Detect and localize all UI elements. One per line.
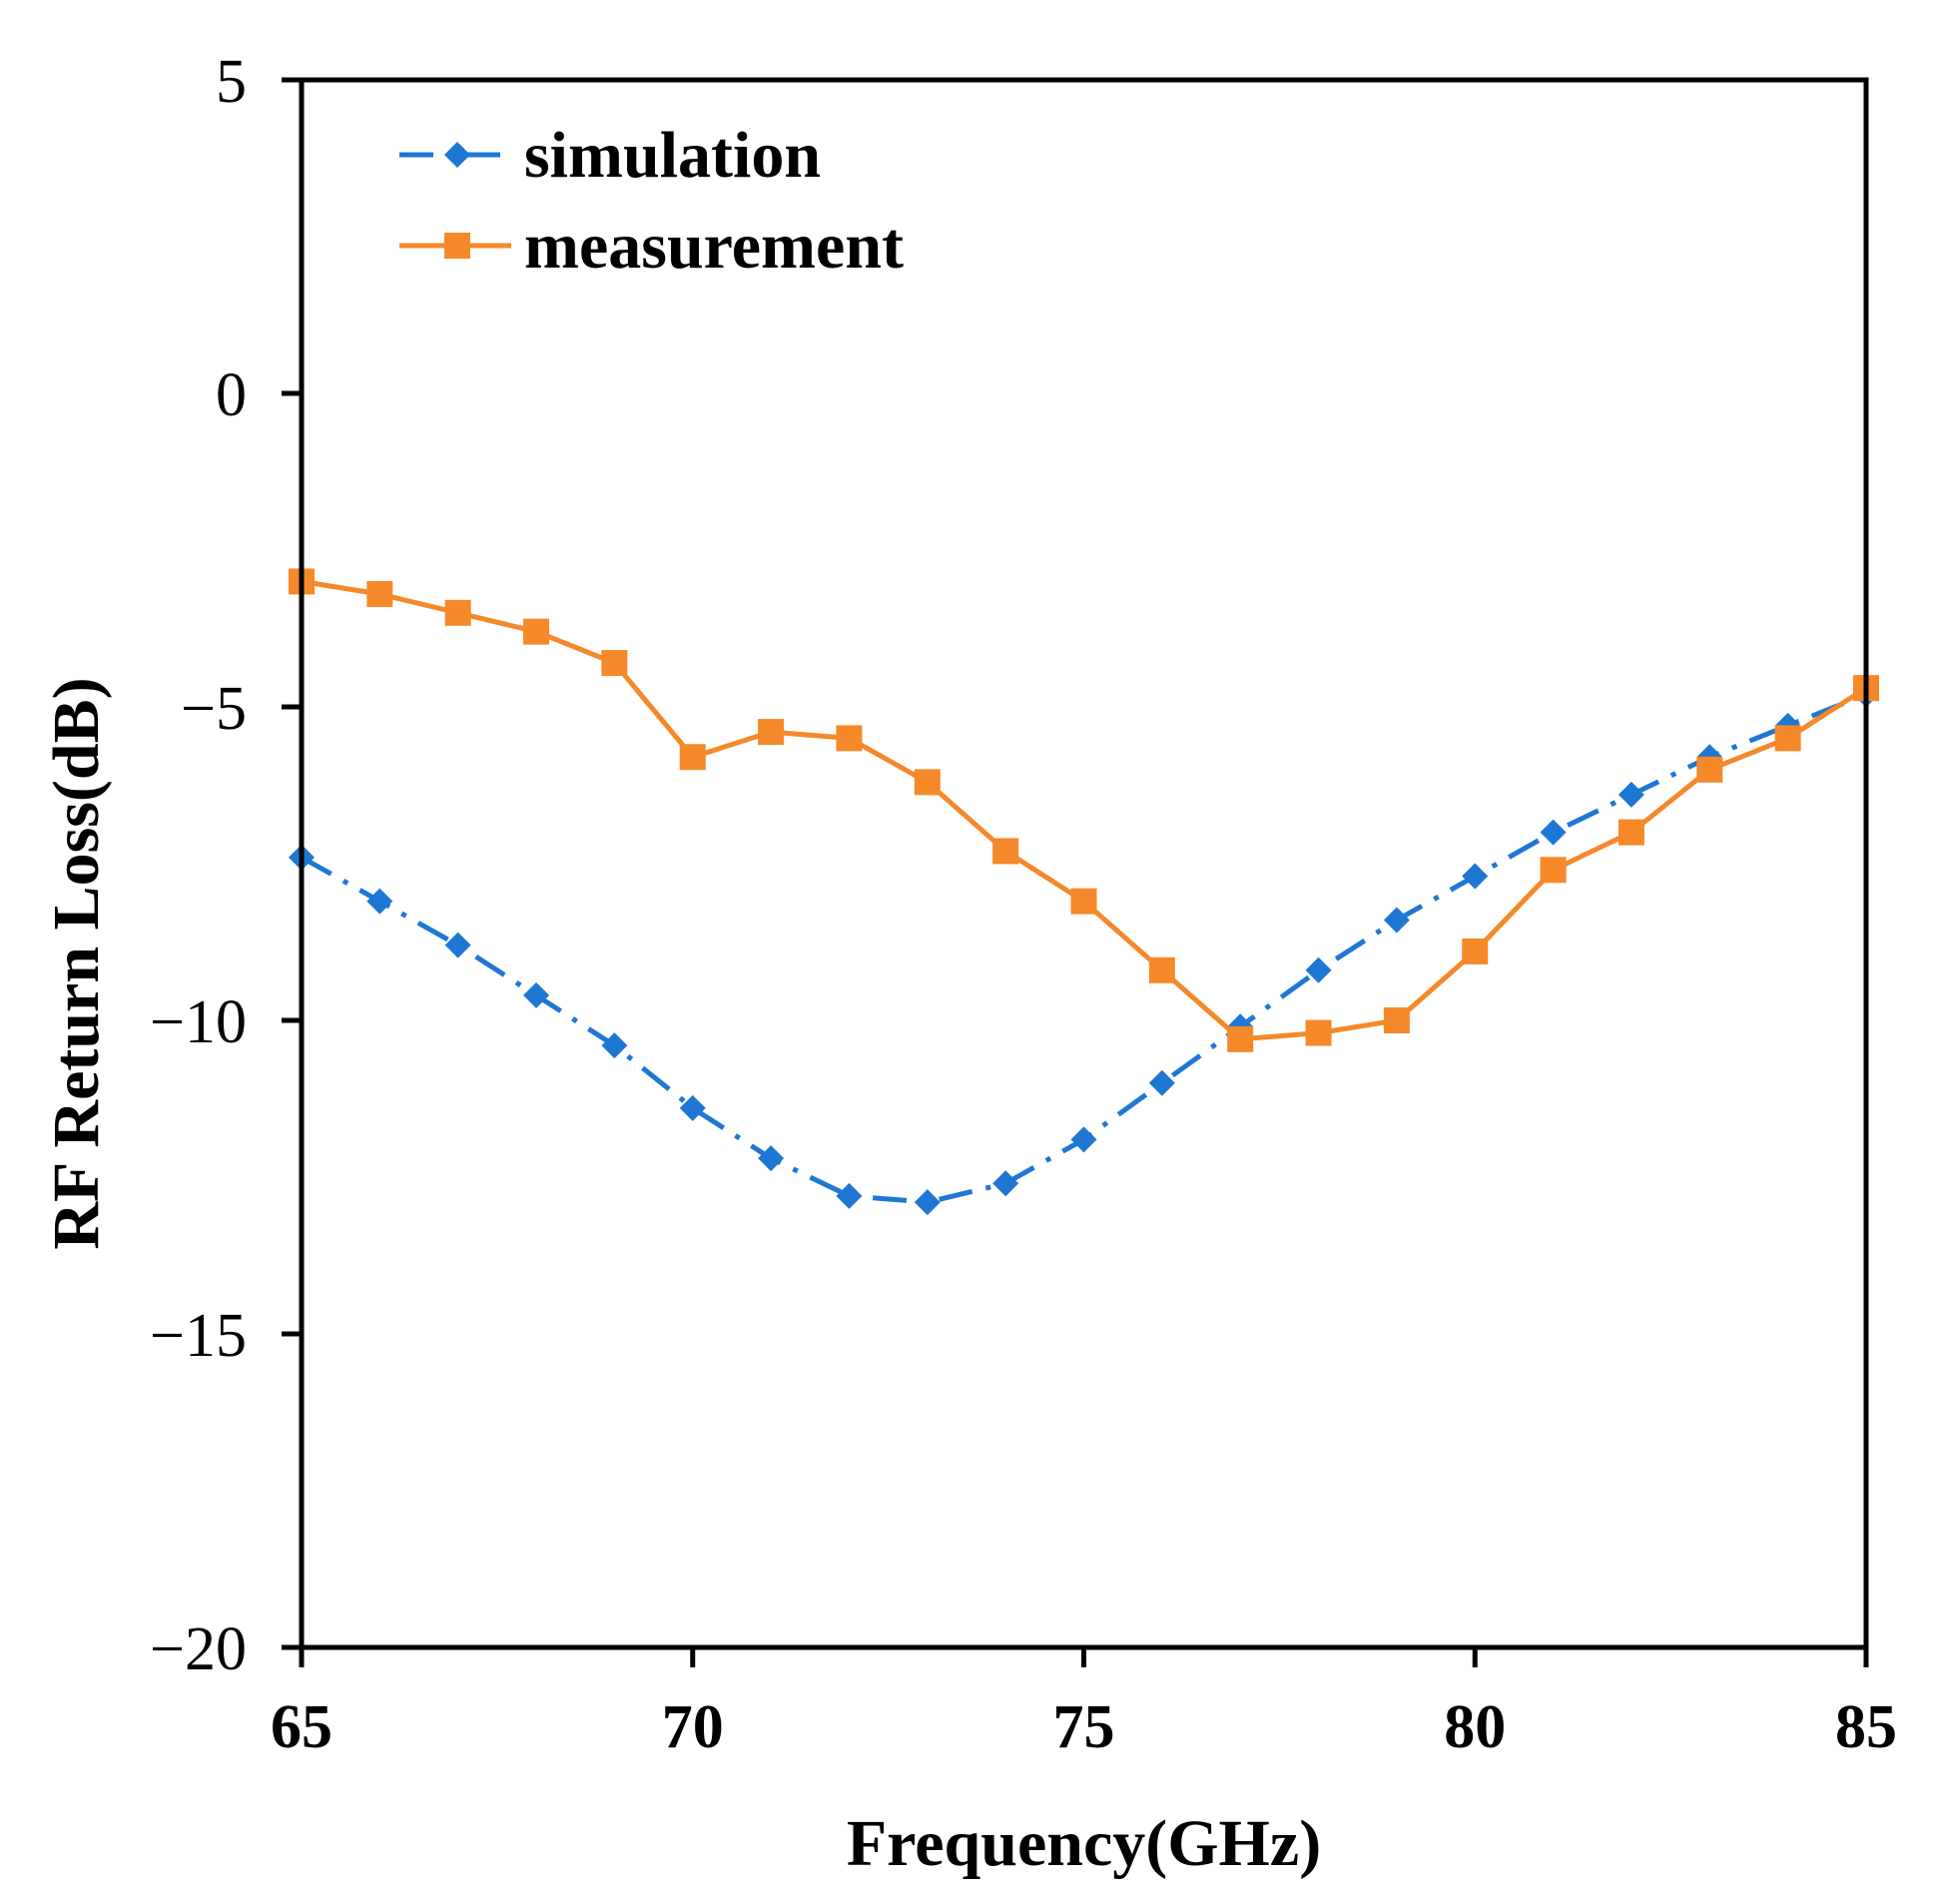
y-tick-label: −20 [150,1615,247,1683]
data-point-simulation [758,1145,785,1172]
axes-layer: 5 0 −5 −10 −15 −20 65 70 75 80 85 [150,48,1897,1761]
data-point-measurement [366,580,393,607]
data-point-simulation [1383,907,1410,934]
data-point-simulation [1540,819,1567,846]
y-tick-label: 5 [216,48,247,116]
data-point-simulation [444,932,471,958]
data-point-measurement [1617,819,1644,846]
data-point-measurement [601,650,628,677]
data-point-simulation [992,1170,1019,1197]
data-point-measurement [914,769,941,796]
data-point-measurement [836,725,863,752]
plot-layer [289,568,1879,1216]
data-point-measurement [679,744,706,771]
data-point-measurement [1148,956,1175,983]
data-point-simulation [1305,956,1332,983]
y-tick-label: 0 [216,361,247,429]
y-axis-title: RF Return Loss(dB) [40,677,113,1249]
data-point-measurement [1774,725,1801,752]
y-tick-label: −15 [150,1302,247,1370]
data-point-measurement [1383,1007,1410,1033]
legend-marker-simulation [444,142,470,168]
x-tick-label: 85 [1835,1693,1897,1761]
data-point-measurement [1305,1019,1332,1046]
data-point-measurement [523,618,550,645]
legend: simulation measurement [399,119,904,283]
data-point-measurement [1696,756,1723,783]
data-point-simulation [523,981,550,1008]
legend-marker-measurement [444,233,470,259]
data-point-measurement [992,838,1019,865]
data-point-simulation [1070,1126,1097,1153]
data-point-simulation [679,1094,706,1121]
x-axis-title: Frequency(GHz) [847,1807,1321,1880]
data-point-simulation [1617,781,1644,808]
x-tick-label: 70 [662,1693,724,1761]
y-tick-label: −5 [181,675,247,743]
data-point-simulation [601,1032,628,1059]
data-point-measurement [444,599,471,626]
legend-label-simulation: simulation [524,119,821,192]
x-tick-label: 65 [271,1693,332,1761]
y-tick-label: −10 [150,988,247,1056]
legend-label-measurement: measurement [524,210,904,283]
data-point-measurement [1462,938,1489,964]
data-point-measurement [1227,1025,1254,1052]
data-point-simulation [366,888,393,915]
data-point-simulation [836,1182,863,1209]
data-point-simulation [1148,1069,1175,1096]
data-point-simulation [1462,863,1489,890]
data-point-measurement [758,719,785,746]
data-point-measurement [1540,857,1567,884]
data-point-measurement [1070,888,1097,915]
x-tick-label: 75 [1053,1693,1115,1761]
x-tick-label: 80 [1444,1693,1506,1761]
data-point-simulation [914,1189,941,1216]
